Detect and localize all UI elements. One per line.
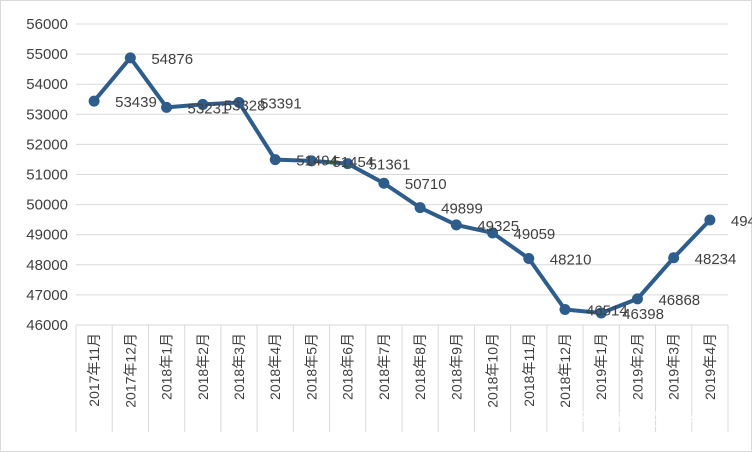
data-point: [559, 304, 571, 316]
x-tick-label: 2018年12月: [557, 333, 573, 408]
x-tick-label: 2018年3月: [231, 333, 247, 400]
y-tick-label: 46000: [26, 317, 68, 334]
series-layer: [88, 52, 716, 319]
data-label: 53231: [188, 100, 230, 117]
data-point: [305, 155, 317, 167]
data-point: [269, 154, 281, 166]
y-tick-label: 50000: [26, 197, 68, 214]
data-point: [523, 252, 535, 264]
data-label: 51454: [332, 154, 374, 171]
y-tick-label: 54000: [26, 76, 68, 93]
x-tick-label: 2019年1月: [593, 333, 609, 400]
y-axis-ticks: 46000 47000 48000 49000 50000 51000 52000 53000…: [26, 16, 68, 334]
x-tick-label: 2018年8月: [412, 333, 428, 400]
x-tick-label: 2017年11月: [86, 333, 102, 407]
data-point: [631, 293, 643, 305]
x-tick-label: 2018年11月: [521, 333, 537, 407]
data-label: 46868: [658, 292, 700, 309]
data-label: 49489: [731, 213, 752, 230]
y-tick-label: 47000: [26, 287, 68, 304]
y-tick-label: 52000: [26, 136, 68, 153]
data-label: 54876: [151, 51, 193, 68]
y-tick-label: 53000: [26, 106, 68, 123]
data-point: [342, 158, 354, 170]
x-tick-label: 2017年12月: [122, 333, 138, 408]
x-tick-label: 2018年4月: [267, 333, 283, 400]
x-tick-label: 2018年10月: [485, 333, 501, 408]
series-line: [92, 55, 712, 316]
x-tick-label: 2019年4月: [702, 333, 718, 400]
x-tick-label: 2018年7月: [376, 333, 392, 400]
data-label: 50710: [405, 176, 447, 193]
data-point: [414, 202, 426, 214]
data-point: [450, 219, 462, 231]
data-label: 46398: [622, 306, 664, 323]
data-point: [378, 177, 390, 189]
data-label: 53391: [260, 96, 302, 113]
data-point: [704, 214, 716, 226]
x-axis: 2017年11月 2017年12月 2018年1月 2018年2月 2018年3月 201…: [75, 325, 729, 432]
data-point: [161, 101, 173, 113]
x-tick-label: 2018年6月: [340, 333, 356, 400]
x-tick-label: 2018年9月: [448, 333, 464, 400]
data-label: 49899: [441, 201, 483, 218]
data-point: [88, 95, 100, 107]
data-point: [124, 52, 136, 64]
data-point: [668, 252, 680, 264]
data-label: 48210: [550, 251, 592, 268]
x-tick-label: 2018年1月: [159, 333, 175, 400]
x-tick-label: 2019年3月: [666, 333, 682, 400]
data-label: 53328: [224, 97, 266, 114]
data-label: 49059: [514, 226, 556, 243]
data-label: 48234: [695, 251, 737, 268]
y-tick-label: 48000: [26, 257, 68, 274]
data-label: 51361: [369, 157, 411, 174]
x-tick-label: 2018年2月: [195, 333, 211, 400]
y-tick-label: 55000: [26, 46, 68, 63]
data-point: [487, 227, 499, 239]
y-tick-label: 49000: [26, 227, 68, 244]
x-tick-label: 2019年2月: [629, 333, 645, 400]
data-point: [595, 307, 607, 319]
watermark: 知乎 @懒散的蜗牛: [550, 410, 708, 432]
data-label: 46514: [586, 303, 628, 320]
y-tick-label: 56000: [26, 16, 68, 33]
data-point: [233, 97, 245, 109]
x-tick-label: 2018年5月: [303, 333, 319, 400]
data-label: 49325: [477, 218, 519, 235]
data-label: 51494: [296, 153, 338, 170]
y-tick-label: 51000: [26, 167, 68, 184]
data-point: [197, 98, 209, 110]
data-label: 53439: [115, 94, 157, 111]
